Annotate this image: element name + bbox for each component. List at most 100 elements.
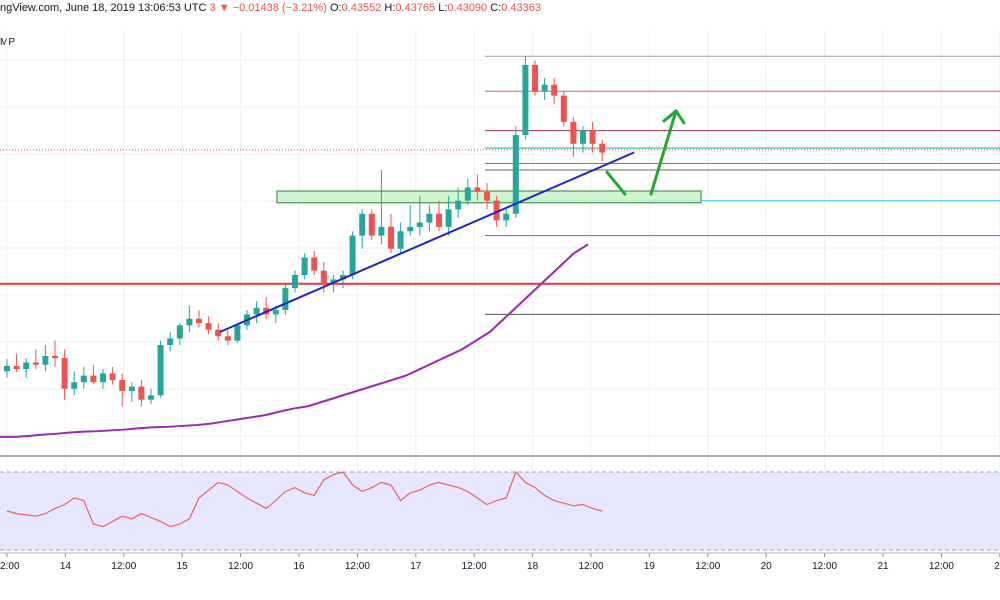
x-tick-label: 14 xyxy=(60,561,72,572)
x-tick-label: 17 xyxy=(410,561,422,572)
time-axis: 12:00 14 12:00 15 12:00 16 12:00 17 12:00 18 12:00… xyxy=(0,552,1000,572)
candle-bull xyxy=(349,235,356,275)
x-tick-label: 18 xyxy=(527,561,539,572)
candle-bear xyxy=(560,95,567,122)
candle-bear xyxy=(61,358,68,389)
candle-bear xyxy=(52,355,58,359)
candle-bull xyxy=(416,222,423,227)
x-tick-label: 12:00 xyxy=(578,561,603,572)
candle-bear xyxy=(32,362,39,365)
header-source: ngView.com, June 18, 2019 13:06:53 UTC xyxy=(0,2,207,14)
header-prefix: 3 ▼ xyxy=(209,2,230,14)
candle-bull xyxy=(157,345,164,396)
candle-bull xyxy=(580,130,586,144)
candle-bear xyxy=(320,270,327,284)
x-tick-label: 12:00 xyxy=(695,561,720,572)
candle-bull xyxy=(272,310,279,315)
candle-bear xyxy=(532,65,538,92)
candle-bull xyxy=(186,318,193,326)
candle-bull xyxy=(455,200,462,210)
horizontal-levels xyxy=(0,55,1000,315)
header-high-label: H: xyxy=(384,2,396,14)
candle-bull xyxy=(541,84,548,92)
x-tick-label: 16 xyxy=(293,561,305,572)
candle-bull xyxy=(340,275,346,280)
candle-bear xyxy=(599,143,606,153)
candle-bear xyxy=(311,257,318,271)
header-change: −0.01438 (−3.21%) xyxy=(232,2,327,14)
x-tick-label: 12:00 xyxy=(228,561,253,572)
header-close-label: C: xyxy=(490,2,502,14)
candle-bear xyxy=(119,380,126,391)
candle-bear xyxy=(551,84,558,96)
candle-bull xyxy=(292,275,298,289)
candle-bull xyxy=(167,338,174,345)
candle-bull xyxy=(397,231,404,249)
arrow-up-leg xyxy=(649,109,678,196)
candle-bear xyxy=(474,187,481,192)
x-tick-label: 21 xyxy=(877,561,889,572)
candle-bull xyxy=(176,325,183,339)
x-tick-label: 12:00 xyxy=(0,561,20,572)
candle-bull xyxy=(253,307,260,315)
x-tick-label: 22 xyxy=(994,561,1000,572)
arrow-down-leg xyxy=(605,170,627,196)
candle-bull xyxy=(426,213,433,223)
rsi-band xyxy=(0,472,1000,550)
candle-bear xyxy=(138,386,145,400)
header-high: 0.43765 xyxy=(395,2,436,14)
candle-bull xyxy=(522,65,529,135)
candle-bull xyxy=(407,226,414,232)
candle-bear xyxy=(368,213,375,236)
candle-bull xyxy=(445,209,452,227)
candle-bull xyxy=(42,355,49,365)
candle-bull xyxy=(23,362,30,370)
candle-bear xyxy=(215,329,222,337)
candle-bear xyxy=(13,366,20,370)
candle-bull xyxy=(80,375,87,383)
candle-bear xyxy=(205,323,212,330)
arrow-up-head xyxy=(662,109,686,125)
candle-bear xyxy=(109,373,116,380)
candle-bear xyxy=(570,121,577,144)
candle-bull xyxy=(71,382,78,389)
candle-bull xyxy=(512,135,519,214)
x-tick-label: 12:00 xyxy=(812,561,837,572)
candle-bull xyxy=(4,366,10,372)
x-tick-label: 20 xyxy=(761,561,773,572)
header-open-label: O: xyxy=(329,2,342,14)
x-tick-label: 12:00 xyxy=(929,561,954,572)
x-tick-label: 12:00 xyxy=(111,561,136,572)
x-tick-label: 15 xyxy=(177,561,189,572)
candle-bear xyxy=(90,375,97,383)
header-low-label: L: xyxy=(438,2,448,14)
header-open: 0.43552 xyxy=(341,2,382,14)
candle-bull xyxy=(234,325,241,341)
rsi-pane xyxy=(0,455,1000,551)
candle-bull xyxy=(148,395,154,400)
candle-bull xyxy=(503,213,510,221)
candle-bear xyxy=(196,318,202,324)
ascending-trendline xyxy=(219,151,635,333)
candle-bear xyxy=(436,213,442,227)
candle-bear xyxy=(484,191,490,201)
x-tick-label: 19 xyxy=(644,561,656,572)
candles xyxy=(4,56,606,407)
candle-bull xyxy=(378,226,385,236)
candle-bear xyxy=(493,200,500,221)
candle-bull xyxy=(359,213,366,236)
trendline[interactable] xyxy=(219,151,635,333)
candle-bear xyxy=(388,226,394,249)
arrows[interactable] xyxy=(605,109,686,196)
candle-bull xyxy=(301,257,308,275)
candle-bull xyxy=(464,187,471,201)
candle-bull xyxy=(128,386,135,391)
candle-bear xyxy=(224,336,231,341)
rsi-line xyxy=(6,470,603,528)
candle-bull xyxy=(330,279,337,284)
candle-bear xyxy=(589,130,596,144)
candle-bull xyxy=(100,373,106,383)
candle-bull xyxy=(282,288,289,310)
header-low: 0.43090 xyxy=(447,2,488,14)
